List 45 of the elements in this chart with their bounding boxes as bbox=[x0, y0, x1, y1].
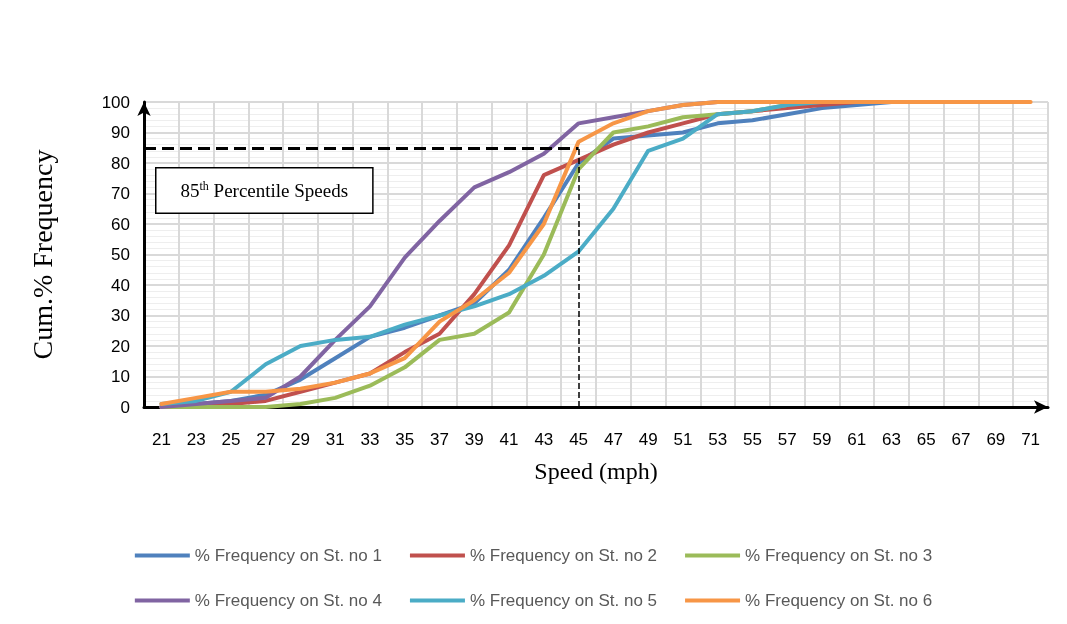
y-axis-title: Cum.% Frequency bbox=[26, 149, 58, 360]
x-tick-label: 63 bbox=[882, 430, 901, 449]
x-axis-title: Speed (mph) bbox=[534, 458, 658, 484]
legend-label: % Frequency on St. no 6 bbox=[745, 591, 933, 610]
x-tick-label: 51 bbox=[673, 430, 693, 449]
y-tick-label: 60 bbox=[111, 214, 130, 234]
x-tick-label: 27 bbox=[256, 430, 276, 449]
y-tick-label: 40 bbox=[111, 275, 130, 295]
legend-label: % Frequency on St. no 3 bbox=[745, 546, 933, 565]
x-tick-label: 55 bbox=[743, 430, 762, 449]
x-tick-label: 39 bbox=[464, 430, 484, 449]
x-tick-label: 47 bbox=[603, 430, 623, 449]
legend-label: % Frequency on St. no 2 bbox=[469, 546, 658, 565]
x-tick-label: 65 bbox=[916, 430, 936, 449]
x-tick-label: 69 bbox=[986, 430, 1006, 449]
legend-label: % Frequency on St. no 1 bbox=[194, 546, 382, 565]
x-tick-label: 33 bbox=[360, 430, 380, 449]
y-tick-label: 100 bbox=[101, 92, 130, 112]
x-tick-label: 71 bbox=[1021, 430, 1041, 449]
y-tick-label: 20 bbox=[111, 336, 130, 356]
x-tick-label: 61 bbox=[847, 430, 867, 449]
x-tick-label: 35 bbox=[395, 430, 415, 449]
x-tick-label: 31 bbox=[325, 430, 345, 449]
y-tick-label: 10 bbox=[111, 367, 130, 386]
x-tick-label: 21 bbox=[151, 430, 171, 449]
x-tick-label: 53 bbox=[708, 430, 728, 449]
y-tick-label: 90 bbox=[111, 123, 130, 142]
y-tick-label: 80 bbox=[111, 153, 130, 173]
x-tick-label: 37 bbox=[430, 430, 449, 449]
x-tick-label: 59 bbox=[812, 430, 832, 449]
x-tick-label: 41 bbox=[499, 430, 519, 449]
x-tick-label: 29 bbox=[291, 430, 310, 449]
legend-label: % Frequency on St. no 5 bbox=[469, 591, 658, 610]
x-tick-label: 49 bbox=[638, 430, 658, 449]
x-tick-label: 25 bbox=[221, 430, 241, 449]
legend-label: % Frequency on St. no 4 bbox=[194, 591, 382, 610]
x-tick-label: 43 bbox=[534, 430, 554, 449]
y-tick-label: 0 bbox=[120, 397, 130, 417]
x-tick-label: 23 bbox=[186, 430, 206, 449]
y-tick-label: 70 bbox=[111, 184, 130, 203]
y-tick-label: 30 bbox=[111, 306, 130, 325]
x-tick-label: 67 bbox=[951, 430, 971, 449]
x-tick-label: 57 bbox=[777, 430, 797, 449]
x-tick-label: 45 bbox=[569, 430, 589, 449]
y-tick-label: 50 bbox=[111, 245, 130, 264]
